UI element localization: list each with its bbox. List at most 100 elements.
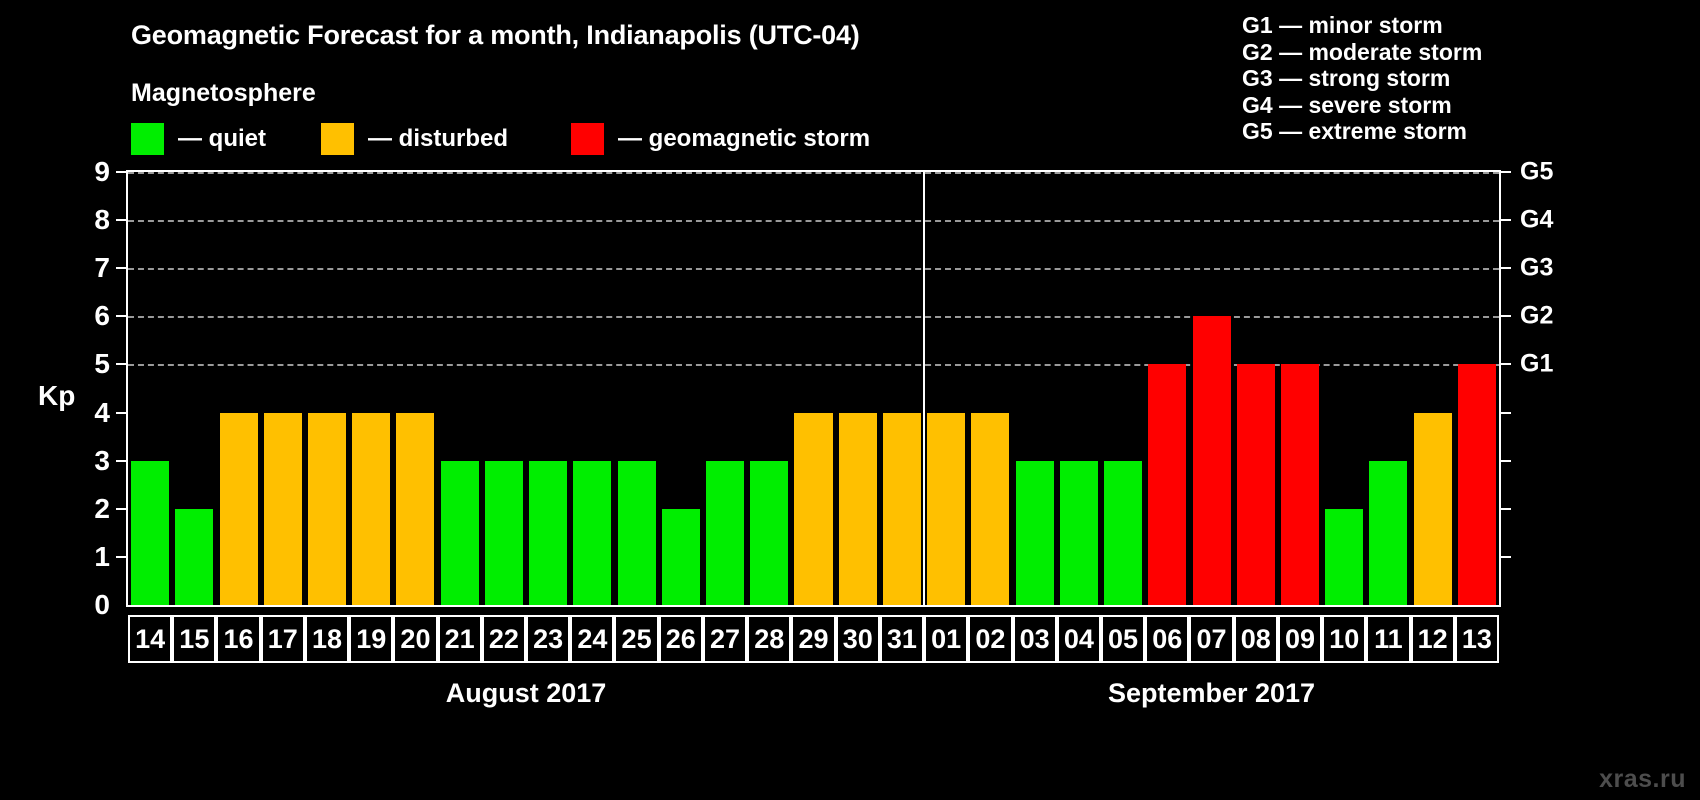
y-tick-label-9: 9 — [94, 156, 110, 187]
y-tick-label-6: 6 — [94, 300, 110, 332]
bar-20[interactable] — [396, 412, 435, 605]
bar-04[interactable] — [1059, 460, 1098, 605]
y-tick-mark-4 — [116, 411, 126, 414]
gridline-kp-5 — [128, 364, 1499, 367]
gridline-kp-6 — [128, 316, 1499, 319]
y-tick-mark-9 — [116, 171, 126, 173]
g-tick-label-G5: G5 — [1520, 157, 1554, 186]
bar-12[interactable] — [1413, 412, 1452, 605]
bar-26[interactable] — [661, 508, 700, 605]
date-cell-02[interactable]: 02 — [968, 615, 1013, 663]
gridline-kp-7 — [128, 268, 1499, 271]
g-scale-line-2: G2 — moderate storm — [1242, 38, 1483, 65]
bar-09[interactable] — [1280, 364, 1319, 605]
bar-30[interactable] — [838, 412, 877, 605]
y-tick-mark-6 — [116, 315, 126, 318]
g-tick-label-G4: G4 — [1520, 205, 1554, 234]
magnetosphere-label: Magnetosphere — [131, 79, 316, 107]
bar-16[interactable] — [219, 412, 258, 605]
bar-01[interactable] — [927, 412, 966, 605]
date-cell-05[interactable]: 05 — [1100, 615, 1146, 663]
bar-17[interactable] — [263, 412, 302, 605]
g-tick-mark-2 — [1501, 507, 1511, 510]
y-tick-label-2: 2 — [94, 492, 110, 524]
legend-swatch-storm-icon — [571, 123, 604, 155]
y-tick-mark-8 — [116, 219, 126, 222]
bar-24[interactable] — [573, 460, 612, 605]
bar-18[interactable] — [307, 412, 347, 605]
date-cell-20[interactable]: 20 — [393, 615, 438, 663]
gridline-kp-8 — [128, 220, 1499, 223]
bar-06[interactable] — [1148, 364, 1187, 605]
date-cell-27[interactable]: 27 — [702, 615, 748, 663]
bar-11[interactable] — [1369, 460, 1408, 605]
y-tick-mark-2 — [116, 507, 126, 510]
date-cell-17[interactable]: 17 — [260, 615, 305, 663]
g-tick-mark-1 — [1501, 555, 1511, 558]
bar-02[interactable] — [971, 412, 1010, 605]
g-tick-label-G3: G3 — [1520, 253, 1554, 282]
bar-13[interactable] — [1457, 364, 1496, 605]
bar-03[interactable] — [1015, 460, 1054, 605]
date-cell-09[interactable]: 09 — [1277, 615, 1323, 663]
g-tick-mark-9 — [1501, 171, 1511, 173]
bar-19[interactable] — [352, 412, 391, 605]
bar-08[interactable] — [1236, 364, 1275, 605]
bar-28[interactable] — [750, 460, 789, 605]
bar-29[interactable] — [794, 412, 833, 605]
date-cell-19[interactable]: 19 — [349, 615, 394, 663]
g-tick-mark-8 — [1501, 219, 1511, 222]
y-tick-label-0: 0 — [94, 589, 110, 620]
date-cell-03[interactable]: 03 — [1012, 615, 1057, 663]
g-scale-line-4: G4 — severe storm — [1242, 91, 1452, 118]
date-cell-30[interactable]: 30 — [835, 615, 880, 663]
bar-07[interactable] — [1192, 316, 1231, 605]
legend-label-quiet: — quiet — [178, 125, 266, 152]
date-cell-15[interactable]: 15 — [172, 615, 217, 663]
date-cell-23[interactable]: 23 — [526, 615, 571, 663]
date-cell-18[interactable]: 18 — [304, 615, 350, 663]
date-cell-25[interactable]: 25 — [614, 615, 659, 663]
bar-23[interactable] — [529, 460, 568, 605]
date-cell-29[interactable]: 29 — [791, 615, 836, 663]
bar-25[interactable] — [617, 460, 656, 605]
date-cell-14[interactable]: 14 — [128, 615, 173, 663]
y-tick-label-5: 5 — [94, 348, 110, 380]
date-cell-04[interactable]: 04 — [1056, 615, 1101, 663]
date-cell-26[interactable]: 26 — [658, 615, 703, 663]
date-cell-22[interactable]: 22 — [481, 615, 527, 663]
date-cell-21[interactable]: 21 — [437, 615, 482, 663]
month-divider — [923, 172, 926, 605]
g-tick-label-G1: G1 — [1520, 349, 1554, 378]
date-cell-24[interactable]: 24 — [570, 615, 615, 663]
legend-swatch-disturbed-icon — [321, 123, 354, 155]
date-cell-31[interactable]: 31 — [879, 615, 925, 663]
bar-22[interactable] — [484, 460, 523, 605]
bar-05[interactable] — [1104, 460, 1143, 605]
y-axis-title: Kp — [38, 380, 76, 411]
date-cell-11[interactable]: 11 — [1366, 615, 1411, 663]
bar-31[interactable] — [882, 412, 921, 605]
bar-21[interactable] — [440, 460, 479, 605]
y-tick-mark-5 — [116, 363, 126, 366]
month-label-1: August 2017 — [445, 678, 607, 708]
date-cell-12[interactable]: 12 — [1410, 615, 1455, 663]
date-cell-01[interactable]: 01 — [924, 615, 969, 663]
date-cell-08[interactable]: 08 — [1233, 615, 1278, 663]
bar-15[interactable] — [175, 508, 214, 605]
bar-14[interactable] — [131, 460, 170, 605]
g-tick-mark-5 — [1501, 363, 1511, 366]
bar-10[interactable] — [1325, 508, 1364, 605]
legend-label-disturbed: — disturbed — [368, 125, 509, 152]
g-scale-line-1: G1 — minor storm — [1242, 12, 1443, 38]
date-cell-07[interactable]: 07 — [1189, 615, 1234, 663]
g-tick-mark-3 — [1501, 459, 1511, 462]
date-cell-06[interactable]: 06 — [1145, 615, 1190, 663]
date-cell-16[interactable]: 16 — [216, 615, 261, 663]
date-cell-10[interactable]: 10 — [1322, 615, 1367, 663]
g-scale-line-5: G5 — extreme storm — [1242, 118, 1467, 144]
bar-27[interactable] — [706, 460, 745, 605]
g-tick-mark-6 — [1501, 315, 1511, 318]
date-cell-28[interactable]: 28 — [747, 615, 792, 663]
date-cell-13[interactable]: 13 — [1454, 615, 1499, 663]
